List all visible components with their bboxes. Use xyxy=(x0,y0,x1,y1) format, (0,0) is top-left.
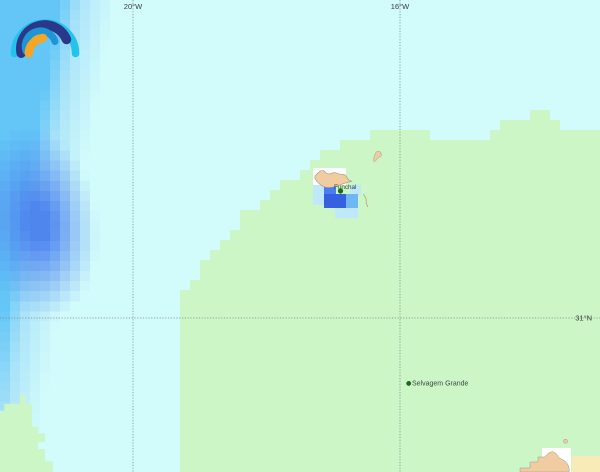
svg-text:Selvagem Grande: Selvagem Grande xyxy=(412,380,469,387)
svg-text:31°N: 31°N xyxy=(575,314,592,323)
svg-text:16°W: 16°W xyxy=(391,2,410,11)
svg-text:Funchal: Funchal xyxy=(334,184,356,191)
svg-text:20°W: 20°W xyxy=(124,2,143,11)
